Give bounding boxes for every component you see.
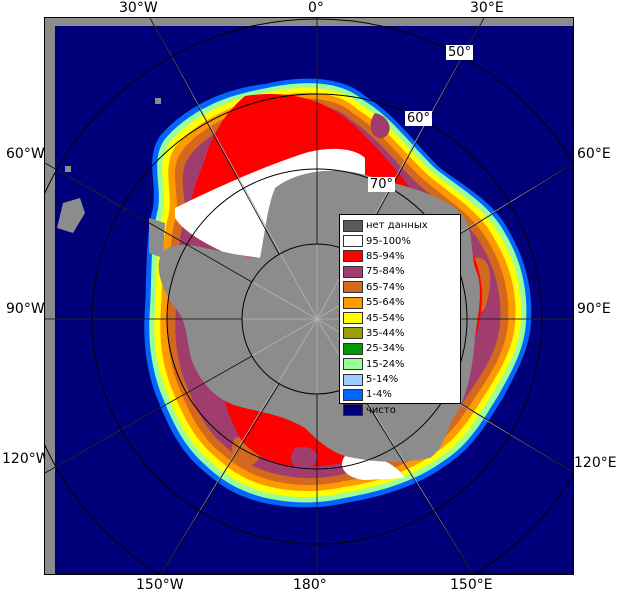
- lat-label-70: 70°: [368, 177, 396, 192]
- legend-label: 5-14%: [366, 374, 399, 386]
- legend-item: нет данных: [343, 218, 457, 233]
- sea-ice-map: 50° 60° 70° нет данных 95-100% 85-94% 75-84…: [44, 17, 574, 575]
- legend-label: 35-44%: [366, 327, 405, 339]
- legend-item: 15-24%: [343, 357, 457, 372]
- legend-item: 95-100%: [343, 233, 457, 248]
- legend-label: нет данных: [366, 220, 428, 232]
- lon-label-30e: 30°E: [470, 0, 504, 16]
- lat-label-50: 50°: [446, 45, 474, 60]
- legend-swatch: [343, 265, 363, 278]
- legend-swatch: [343, 250, 363, 263]
- lat-label-60: 60°: [405, 111, 433, 126]
- lon-label-150e: 150°E: [450, 577, 493, 593]
- legend-item: 1-4%: [343, 387, 457, 402]
- legend-label: 15-24%: [366, 358, 405, 370]
- legend-swatch: [343, 404, 363, 417]
- legend-swatch: [343, 388, 363, 401]
- lon-label-150w: 150°W: [136, 577, 184, 593]
- legend-label: 75-84%: [366, 266, 405, 278]
- lon-label-0: 0°: [308, 0, 324, 16]
- legend-swatch: [343, 373, 363, 386]
- legend-swatch: [343, 281, 363, 294]
- legend-swatch: [343, 342, 363, 355]
- legend-swatch: [343, 296, 363, 309]
- lon-label-60w: 60°W: [6, 146, 45, 162]
- lon-label-120e: 120°E: [574, 455, 617, 471]
- lon-label-90w: 90°W: [6, 301, 45, 317]
- legend-item: 55-64%: [343, 295, 457, 310]
- legend-label: 45-54%: [366, 312, 405, 324]
- legend-label: чисто: [366, 404, 396, 416]
- legend-item: 35-44%: [343, 326, 457, 341]
- no-data-border: [45, 18, 55, 574]
- legend-label: 65-74%: [366, 281, 405, 293]
- concentration-legend: нет данных 95-100% 85-94% 75-84% 65-74% 55-64…: [339, 214, 461, 417]
- legend-swatch: [343, 235, 363, 248]
- legend-label: 85-94%: [366, 250, 405, 262]
- legend-swatch: [343, 312, 363, 325]
- legend-label: 1-4%: [366, 389, 392, 401]
- legend-swatch: [343, 219, 363, 232]
- legend-item: 85-94%: [343, 249, 457, 264]
- legend-item: чисто: [343, 403, 457, 418]
- lon-label-90e: 90°E: [577, 301, 611, 317]
- lon-label-180: 180°: [293, 577, 327, 593]
- lon-label-30w: 30°W: [119, 0, 158, 16]
- legend-swatch: [343, 358, 363, 371]
- legend-label: 25-34%: [366, 343, 405, 355]
- no-data-fragment: [57, 198, 85, 233]
- legend-item: 25-34%: [343, 341, 457, 356]
- lon-label-120w: 120°W: [2, 451, 50, 467]
- legend-item: 45-54%: [343, 310, 457, 325]
- legend-item: 75-84%: [343, 264, 457, 279]
- legend-item: 5-14%: [343, 372, 457, 387]
- legend-label: 55-64%: [366, 297, 405, 309]
- legend-label: 95-100%: [366, 235, 411, 247]
- legend-item: 65-74%: [343, 280, 457, 295]
- legend-swatch: [343, 327, 363, 340]
- lon-label-60e: 60°E: [577, 146, 611, 162]
